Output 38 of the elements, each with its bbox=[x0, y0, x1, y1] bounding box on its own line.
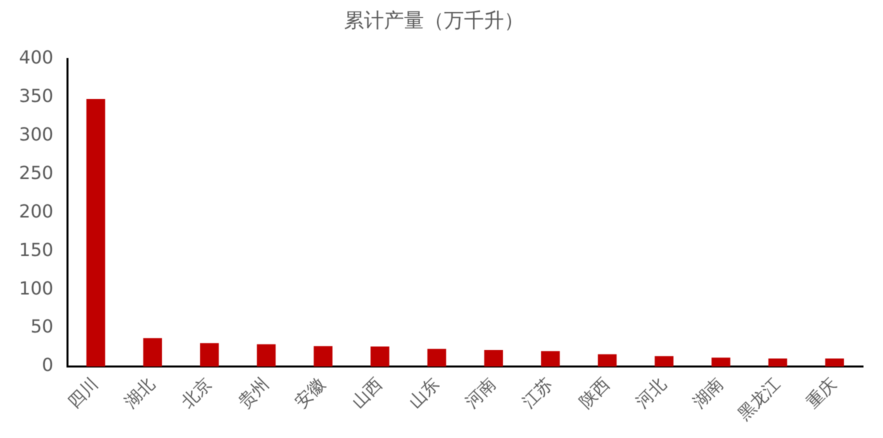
x-tick-label: 湖南 bbox=[689, 374, 728, 412]
y-tick-label: 250 bbox=[18, 162, 54, 184]
bar bbox=[427, 348, 446, 367]
x-tick-label: 黑龙江 bbox=[734, 374, 784, 424]
bar bbox=[256, 344, 276, 367]
bar bbox=[768, 358, 788, 367]
bar bbox=[541, 351, 560, 367]
x-tick-label: 山东 bbox=[405, 374, 444, 412]
x-tick-label: 北京 bbox=[178, 374, 216, 412]
y-tick-label: 100 bbox=[18, 278, 54, 300]
chart-title: 累计产量（万千升） bbox=[344, 8, 524, 32]
y-tick-label: 150 bbox=[18, 240, 54, 261]
bar bbox=[314, 346, 332, 367]
bar bbox=[825, 358, 844, 367]
bar bbox=[143, 338, 162, 367]
x-tick-label: 贵州 bbox=[234, 374, 273, 412]
bar bbox=[200, 343, 219, 367]
x-tick-label: 四川 bbox=[64, 374, 102, 412]
bar bbox=[370, 346, 390, 367]
bar bbox=[598, 354, 617, 367]
x-tick-label: 河北 bbox=[632, 374, 671, 412]
y-tick-label: 300 bbox=[18, 124, 54, 146]
y-tick-label: 350 bbox=[18, 86, 54, 108]
x-tick-label: 河南 bbox=[462, 374, 500, 412]
y-tick-label: 50 bbox=[30, 316, 54, 338]
bar bbox=[484, 350, 503, 367]
x-tick-label: 安徽 bbox=[292, 374, 330, 412]
bar bbox=[86, 98, 106, 367]
x-tick-label: 湖北 bbox=[121, 374, 160, 412]
x-tick-label: 重庆 bbox=[803, 374, 842, 412]
y-tick-label: 0 bbox=[42, 355, 54, 376]
y-tick-label: 200 bbox=[18, 201, 54, 222]
x-tick-label: 江苏 bbox=[518, 374, 558, 412]
bar bbox=[712, 358, 730, 367]
x-tick-label: 山西 bbox=[348, 374, 387, 412]
x-tick-label: 陕西 bbox=[576, 374, 614, 412]
y-tick-label: 400 bbox=[18, 48, 54, 69]
bar bbox=[654, 356, 674, 367]
